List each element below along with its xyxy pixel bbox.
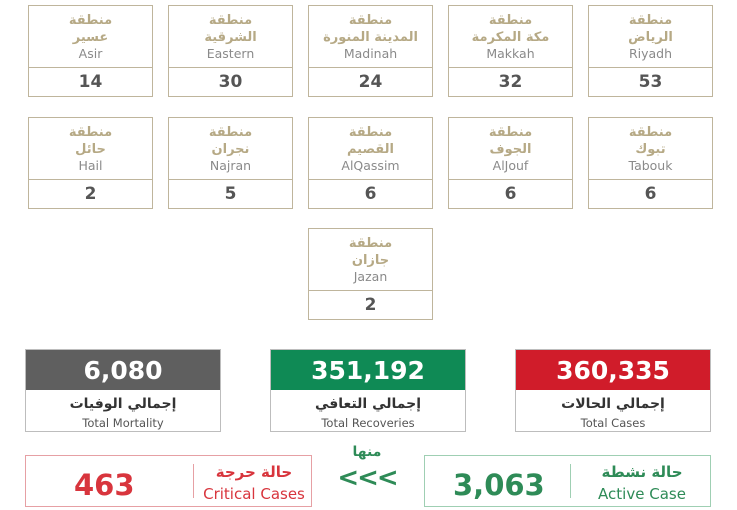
- critical-cases-label-ar: حالة حرجة: [215, 463, 293, 481]
- region-count: 24: [358, 71, 383, 92]
- region-prefix: منطقة: [208, 12, 253, 28]
- region-name-en: Madinah: [343, 45, 398, 61]
- total-mortality-value: 6,080: [26, 350, 220, 390]
- region-card: منطقة جازان Jazan 2: [308, 228, 433, 320]
- region-count: 2: [364, 294, 377, 315]
- region-name-en: Asir: [78, 45, 103, 61]
- total-mortality-label-en: Total Mortality: [82, 416, 164, 430]
- region-prefix: منطقة: [628, 124, 673, 140]
- region-count: 2: [84, 183, 97, 204]
- region-card: منطقة القصيم AlQassim 6: [308, 117, 433, 209]
- region-name-ar: نجران: [211, 141, 250, 157]
- region-name-ar: مكة المكرمة: [471, 29, 550, 45]
- region-card-header: منطقة المدينة المنورة Madinah: [309, 6, 432, 68]
- region-name-en: Riyadh: [628, 45, 673, 61]
- total-recoveries-label-en: Total Recoveries: [321, 416, 415, 430]
- region-prefix: منطقة: [348, 124, 393, 140]
- region-card: منطقة الجوف AlJouf 6: [448, 117, 573, 209]
- region-prefix: منطقة: [68, 124, 113, 140]
- region-card-header: منطقة القصيم AlQassim: [309, 118, 432, 180]
- region-card-header: منطقة تبوك Tabouk: [589, 118, 712, 180]
- active-cases-box: 3,063 حالة نشطة Active Case: [424, 455, 711, 507]
- region-card: منطقة عسير Asir 14: [28, 5, 153, 97]
- region-card: منطقة المدينة المنورة Madinah 24: [308, 5, 433, 97]
- region-name-en: Hail: [78, 157, 103, 173]
- region-name-en: AlJouf: [492, 157, 529, 173]
- region-prefix: منطقة: [348, 235, 393, 251]
- critical-cases-label-en: Critical Cases: [203, 485, 305, 503]
- region-prefix: منطقة: [348, 12, 393, 28]
- region-name-ar: المدينة المنورة: [323, 29, 418, 45]
- critical-cases-box: 463 حالة حرجة Critical Cases: [25, 455, 312, 507]
- active-divider: [570, 464, 571, 498]
- total-cases-label-en: Total Cases: [580, 416, 646, 430]
- total-recoveries-label-ar: إجمالي التعافي: [314, 396, 422, 412]
- total-cases-label-ar: إجمالي الحالات: [561, 396, 665, 412]
- region-name-en: Tabouk: [628, 157, 673, 173]
- region-count: 32: [498, 71, 523, 92]
- active-cases-label-ar: حالة نشطة: [601, 463, 683, 481]
- region-prefix: منطقة: [488, 12, 533, 28]
- region-name-en: Najran: [209, 157, 252, 173]
- region-name-ar: الجوف: [489, 141, 532, 157]
- region-name-en: Eastern: [206, 45, 255, 61]
- region-name-ar: جازان: [351, 252, 390, 268]
- region-prefix: منطقة: [628, 12, 673, 28]
- region-name-ar: القصيم: [346, 141, 394, 157]
- region-name-ar: تبوك: [635, 141, 666, 157]
- region-prefix: منطقة: [488, 124, 533, 140]
- region-name-ar: حائل: [75, 141, 106, 157]
- region-card-header: منطقة الجوف AlJouf: [449, 118, 572, 180]
- region-card: منطقة حائل Hail 2: [28, 117, 153, 209]
- region-card: منطقة الشرقية Eastern 30: [168, 5, 293, 97]
- critical-cases-value: 463: [74, 468, 135, 502]
- active-cases-label-en: Active Case: [598, 485, 686, 503]
- active-cases-value: 3,063: [453, 468, 545, 502]
- region-card: منطقة الرياض Riyadh 53: [588, 5, 713, 97]
- region-card: منطقة تبوك Tabouk 6: [588, 117, 713, 209]
- region-prefix: منطقة: [208, 124, 253, 140]
- region-count: 14: [78, 71, 103, 92]
- region-name-en: Makkah: [486, 45, 535, 61]
- region-card-header: منطقة الشرقية Eastern: [169, 6, 292, 68]
- total-recoveries-value: 351,192: [271, 350, 465, 390]
- total-cases-value: 360,335: [516, 350, 710, 390]
- region-count: 6: [504, 183, 517, 204]
- region-count: 5: [224, 183, 237, 204]
- region-card-header: منطقة جازان Jazan: [309, 229, 432, 291]
- region-card: منطقة مكة المكرمة Makkah 32: [448, 5, 573, 97]
- critical-divider: [193, 464, 194, 498]
- total-cases-card: 360,335 إجمالي الحالات Total Cases: [515, 349, 711, 432]
- arrows-icon: <<<: [337, 463, 398, 493]
- region-card-header: منطقة عسير Asir: [29, 6, 152, 68]
- region-card-header: منطقة حائل Hail: [29, 118, 152, 180]
- region-prefix: منطقة: [68, 12, 113, 28]
- region-card-header: منطقة مكة المكرمة Makkah: [449, 6, 572, 68]
- region-card: منطقة نجران Najran 5: [168, 117, 293, 209]
- total-recoveries-card: 351,192 إجمالي التعافي Total Recoveries: [270, 349, 466, 432]
- region-name-ar: الشرقية: [204, 29, 257, 45]
- region-name-en: Jazan: [353, 268, 388, 284]
- region-name-ar: عسير: [72, 29, 109, 45]
- region-card-header: منطقة الرياض Riyadh: [589, 6, 712, 68]
- region-count: 53: [638, 71, 663, 92]
- region-card-header: منطقة نجران Najran: [169, 118, 292, 180]
- region-count: 6: [644, 183, 657, 204]
- total-mortality-label-ar: إجمالي الوفيات: [69, 396, 177, 412]
- total-mortality-card: 6,080 إجمالي الوفيات Total Mortality: [25, 349, 221, 432]
- of-which-label: منها: [352, 444, 382, 460]
- region-count: 6: [364, 183, 377, 204]
- region-name-en: AlQassim: [341, 157, 400, 173]
- region-count: 30: [218, 71, 243, 92]
- region-name-ar: الرياض: [628, 29, 673, 45]
